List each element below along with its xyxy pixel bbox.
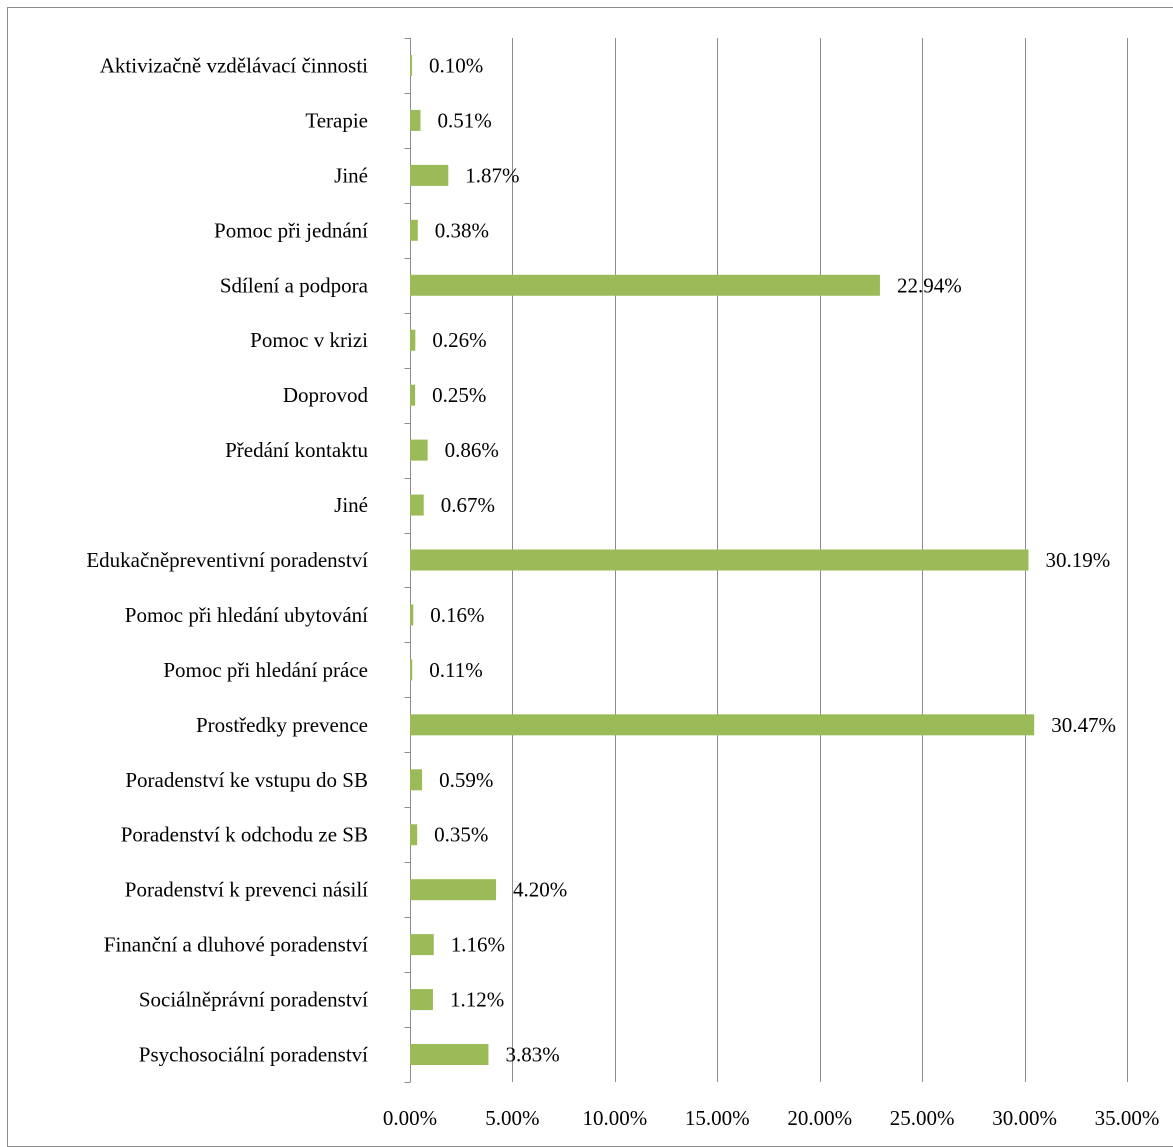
- bar: [410, 109, 421, 131]
- data-label: 30.19%: [1045, 548, 1110, 572]
- data-label: 0.67%: [441, 493, 495, 517]
- bar: [410, 164, 449, 186]
- x-tick-label: 10.00%: [582, 1106, 647, 1130]
- category-label: Doprovod: [283, 383, 369, 407]
- category-label: Terapie: [305, 108, 368, 132]
- category-label: Aktivizačně vzdělávací činnosti: [100, 53, 368, 77]
- bar: [410, 824, 418, 846]
- data-label: 3.83%: [505, 1043, 559, 1067]
- bar: [410, 384, 416, 406]
- bar: [410, 549, 1029, 571]
- category-label: Edukačněpreventivní poradenství: [86, 548, 368, 572]
- bar: [410, 769, 423, 791]
- bar: [410, 604, 414, 626]
- bar: [410, 494, 424, 516]
- data-label: 0.59%: [439, 768, 493, 792]
- category-label: Finanční a dluhové poradenství: [104, 933, 368, 957]
- data-label: 30.47%: [1051, 713, 1116, 737]
- data-label: 0.35%: [434, 823, 488, 847]
- data-label: 0.38%: [435, 218, 489, 242]
- data-label: 1.16%: [451, 933, 505, 957]
- data-label: 0.25%: [432, 383, 486, 407]
- category-label: Pomoc při jednání: [214, 218, 368, 242]
- bar: [410, 329, 416, 351]
- category-axis: [404, 38, 411, 1083]
- value-labels: 0.10% 0.51% 1.87% 0.38% 22.94% 0.26% 0.25% 0.86…: [429, 53, 1116, 1066]
- bar: [410, 659, 413, 681]
- category-labels: Aktivizačně vzdělávací činnosti Terapie Ji…: [86, 53, 368, 1066]
- bars: [410, 54, 1035, 1066]
- category-label: Předání kontaktu: [225, 438, 368, 462]
- category-label: Sociálněprávní poradenství: [139, 988, 368, 1012]
- x-tick-label: 5.00%: [485, 1106, 539, 1130]
- category-label: Pomoc při hledání práce: [163, 658, 368, 682]
- x-tick-label: 0.00%: [383, 1106, 437, 1130]
- bar: [410, 54, 413, 76]
- category-label: Pomoc v krizi: [250, 328, 368, 352]
- data-label: 22.94%: [897, 273, 962, 297]
- category-label: Jiné: [334, 493, 368, 517]
- x-tick-labels: 0.00% 5.00% 10.00% 15.00% 20.00% 25.00% 30.00%…: [383, 1106, 1160, 1130]
- data-label: 0.26%: [432, 328, 486, 352]
- x-tick-label: 30.00%: [992, 1106, 1057, 1130]
- bar: [410, 879, 497, 901]
- category-label: Prostředky prevence: [196, 713, 368, 737]
- bar: [410, 714, 1035, 736]
- data-label: 0.16%: [430, 603, 484, 627]
- category-label: Jiné: [334, 163, 368, 187]
- data-label: 4.20%: [513, 878, 567, 902]
- bar: [410, 439, 428, 461]
- category-label: Poradenství ke vstupu do SB: [125, 768, 368, 792]
- x-tick-label: 20.00%: [787, 1106, 852, 1130]
- bar: [410, 989, 433, 1011]
- x-tick-label: 15.00%: [685, 1106, 750, 1130]
- data-label: 1.12%: [450, 988, 504, 1012]
- category-label: Sdílení a podpora: [220, 273, 369, 297]
- data-label: 0.51%: [437, 108, 491, 132]
- bar: [410, 219, 418, 241]
- category-label: Poradenství k prevenci násilí: [125, 878, 368, 902]
- data-label: 0.11%: [429, 658, 482, 682]
- bar: [410, 1044, 489, 1066]
- bar: [410, 274, 880, 296]
- data-label: 0.86%: [445, 438, 499, 462]
- category-label: Psychosociální poradenství: [139, 1043, 368, 1067]
- x-tick-label: 25.00%: [890, 1106, 955, 1130]
- data-label: 0.10%: [429, 53, 483, 77]
- category-label: Poradenství k odchodu ze SB: [121, 823, 368, 847]
- data-label: 1.87%: [465, 163, 519, 187]
- bar: [410, 934, 434, 956]
- category-label: Pomoc při hledání ubytování: [125, 603, 368, 627]
- x-tick-label: 35.00%: [1095, 1106, 1160, 1130]
